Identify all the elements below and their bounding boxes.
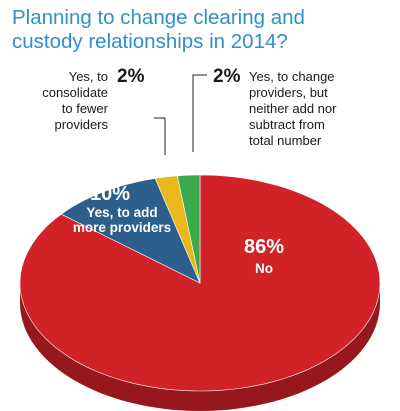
value-label-add-providers: 10% — [90, 183, 130, 205]
slice-consolidate — [154, 175, 201, 284]
category-label-change-providers: neither add nor — [249, 101, 337, 116]
category-label-no: No — [255, 261, 273, 276]
pie-slices — [19, 174, 381, 392]
title-line: custody relationships in 2014? — [12, 30, 288, 53]
slice-add-providers — [60, 178, 201, 284]
category-label-change-providers: subtract from — [249, 117, 325, 132]
leader-lines — [154, 74, 207, 155]
category-label-change-providers: Yes, to change — [249, 69, 335, 84]
title-line: Planning to change clearing and — [12, 6, 305, 29]
category-label-add-providers: Yes, to add — [86, 205, 157, 220]
pie-rim — [20, 283, 380, 411]
category-label-consolidate: providers — [55, 117, 109, 132]
category-label-change-providers: providers, but — [249, 85, 328, 100]
value-label-change-providers: 2% — [213, 66, 241, 87]
category-label-change-providers: total number — [249, 133, 322, 148]
value-label-consolidate: 2% — [117, 66, 145, 87]
leader-line-change-providers — [192, 74, 207, 152]
category-label-consolidate: to fewer — [62, 101, 109, 116]
category-label-consolidate: Yes, to — [69, 69, 108, 84]
pie-depth — [20, 283, 380, 411]
slice-change-providers — [177, 174, 201, 284]
category-label-add-providers: more providers — [73, 220, 171, 235]
value-label-no: 86% — [244, 236, 284, 258]
leader-line-consolidate — [154, 117, 166, 155]
category-label-consolidate: consolidate — [42, 85, 108, 100]
